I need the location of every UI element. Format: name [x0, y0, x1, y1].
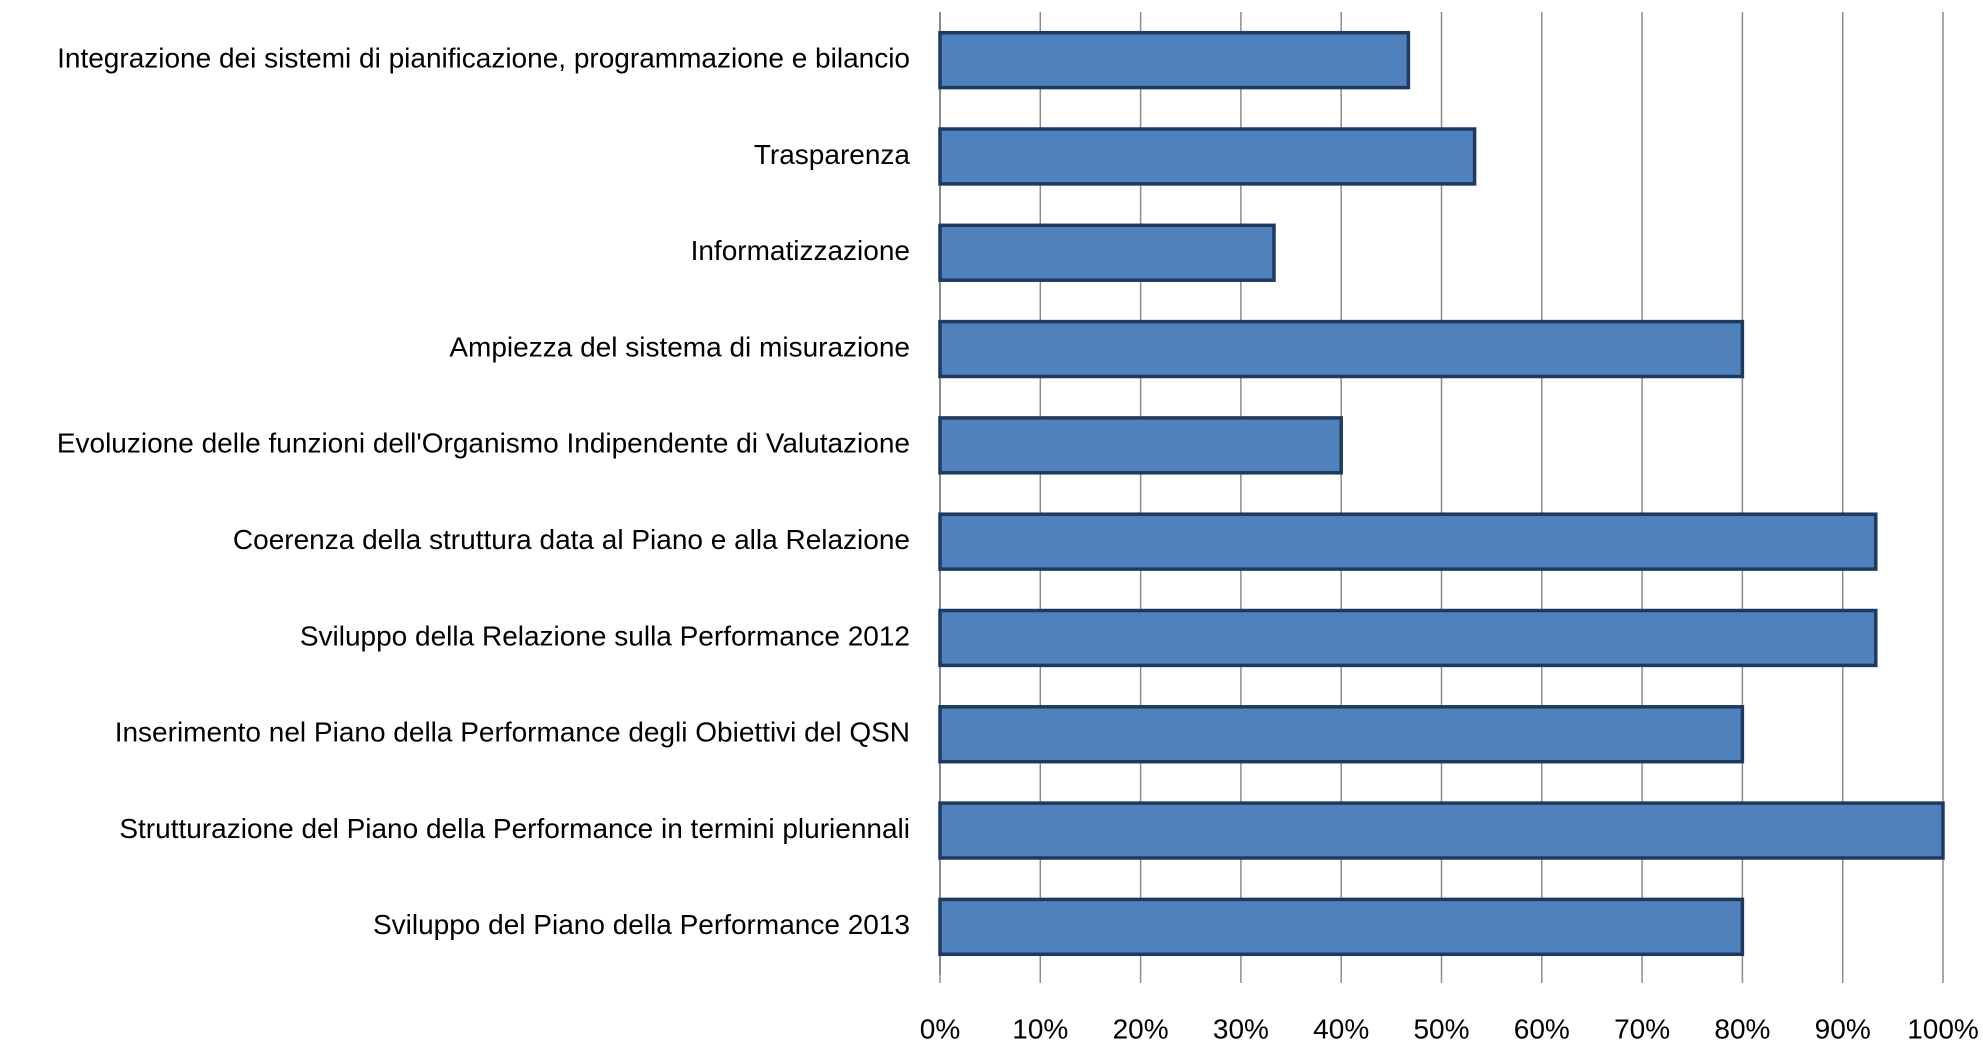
- bar: [938, 512, 1878, 571]
- bar: [938, 705, 1745, 764]
- y-tick-label: Trasparenza: [754, 139, 911, 170]
- bar: [938, 30, 1411, 90]
- y-tick-label: Strutturazione del Piano della Performan…: [119, 813, 910, 844]
- bar: [938, 127, 1477, 186]
- x-tick-label: 10%: [1012, 1013, 1068, 1043]
- x-tick-label: 70%: [1614, 1013, 1670, 1043]
- y-tick-label: Sviluppo della Relazione sulla Performan…: [300, 620, 910, 651]
- bar: [938, 416, 1343, 475]
- bar: [938, 801, 1945, 860]
- x-tick-label: 90%: [1815, 1013, 1871, 1043]
- x-tick-label: 20%: [1113, 1013, 1169, 1043]
- y-tick-label: Coerenza della struttura data al Piano e…: [233, 524, 910, 555]
- x-tick-label: 80%: [1714, 1013, 1770, 1043]
- bar: [938, 319, 1745, 379]
- x-tick-label: 60%: [1514, 1013, 1570, 1043]
- x-tick-label: 40%: [1313, 1013, 1369, 1043]
- y-tick-label: Evoluzione delle funzioni dell'Organismo…: [57, 428, 910, 459]
- x-tick-label: 50%: [1413, 1013, 1469, 1043]
- y-tick-label: Sviluppo del Piano della Performance 201…: [373, 909, 910, 940]
- bar: [938, 608, 1878, 668]
- x-tick-label: 0%: [920, 1013, 960, 1043]
- y-tick-label: Informatizzazione: [691, 235, 910, 266]
- y-tick-label: Ampiezza del sistema di misurazione: [449, 331, 910, 362]
- bar: [938, 897, 1745, 957]
- x-tick-label: 100%: [1907, 1013, 1979, 1043]
- bar: [938, 223, 1276, 282]
- x-tick-label: 30%: [1213, 1013, 1269, 1043]
- y-tick-label: Integrazione dei sistemi di pianificazio…: [57, 43, 910, 74]
- y-tick-label: Inserimento nel Piano della Performance …: [115, 717, 910, 748]
